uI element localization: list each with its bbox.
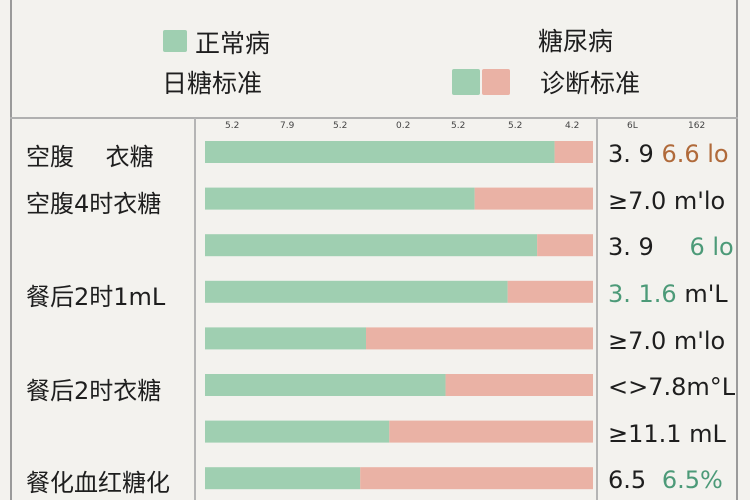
legend-swatch-normal [163,30,187,52]
tick-label-6: 5.2 [508,121,522,131]
bar-abnormal-1 [554,141,593,163]
value-label-5: ≥7.0 m'lo [608,327,725,355]
bar-abnormal-7 [389,420,593,443]
value-accent-1: 6.6 lo [661,140,729,168]
value-main-3: 3. 9 [608,233,654,261]
legend-swatch-normal-2 [452,69,480,95]
right-tick-label-1: 6L [627,121,638,131]
bar-abnormal-3 [537,234,593,257]
header-divider [10,117,738,119]
value-accent-4: 3. 1.6 [608,280,677,308]
bar-abnormal-8 [360,467,593,490]
bar-normal-6 [205,374,446,396]
value-label-4: 3. 1.6 m'L [608,280,728,308]
legend-right-title: 糖尿病 [538,27,614,56]
value-tail-4: m'L [676,280,728,308]
value-label-7: ≥11.1 mL [608,420,726,448]
bar-normal-2 [205,187,475,210]
legend-swatch-abnormal [482,69,510,95]
row-label-1: 空腹 衣糖 [26,143,154,171]
row-label-6: 餐后2时衣糖 [26,377,162,405]
bar-normal-3 [205,234,538,257]
value-accent-3: 6 lo [689,233,734,261]
legend-right-subtitle: 诊断标准 [540,69,641,98]
value-main-7: ≥11.1 mL [608,420,726,448]
tick-label-5: 5.2 [451,121,465,131]
legend-left-subtitle: 日糖标准 [162,69,263,98]
right-tick-label-2: 162 [688,121,705,131]
value-main-8: 6.5 [608,466,647,494]
bar-abnormal-4 [507,280,593,303]
value-main-6: <>7.8m°L [608,373,736,401]
row-label-2: 空腹4时衣糖 [26,190,162,218]
bar-normal-5 [205,327,367,350]
bar-normal-4 [205,280,508,303]
row-label-4: 餐后2时1mL [26,283,166,311]
value-main-2: ≥7.0 m'lo [608,187,726,215]
right-axis-line [596,118,598,500]
value-label-6: <>7.8m°L [608,373,735,401]
chart-frame [10,0,738,500]
tick-label-4: 0.2 [396,121,410,131]
legend-left-title: 正常病 [195,29,271,58]
value-label-3: 3. 9 6 lo [608,233,734,261]
bar-normal-8 [205,467,361,490]
bar-abnormal-2 [474,187,593,210]
bar-abnormal-5 [366,327,593,350]
value-main-1: 3. 9 [608,140,654,168]
tick-label-7: 4.2 [565,121,579,131]
value-main-5: ≥7.0 m'lo [608,327,726,355]
value-accent-8: 6.5% [661,466,723,494]
bar-normal-1 [205,141,555,163]
value-label-2: ≥7.0 m'lo [608,187,725,215]
bar-abnormal-6 [445,374,593,396]
left-axis-line [194,118,196,500]
tick-label-3: 5.2 [333,121,347,131]
value-label-1: 3. 9 6.6 lo [608,140,729,168]
row-label-8: 餐化血红糖化 [26,469,170,497]
tick-label-2: 7.9 [280,121,295,131]
value-label-8: 6.5 6.5% [608,466,723,494]
tick-label-1: 5.2 [225,121,239,131]
bar-normal-7 [205,420,390,443]
